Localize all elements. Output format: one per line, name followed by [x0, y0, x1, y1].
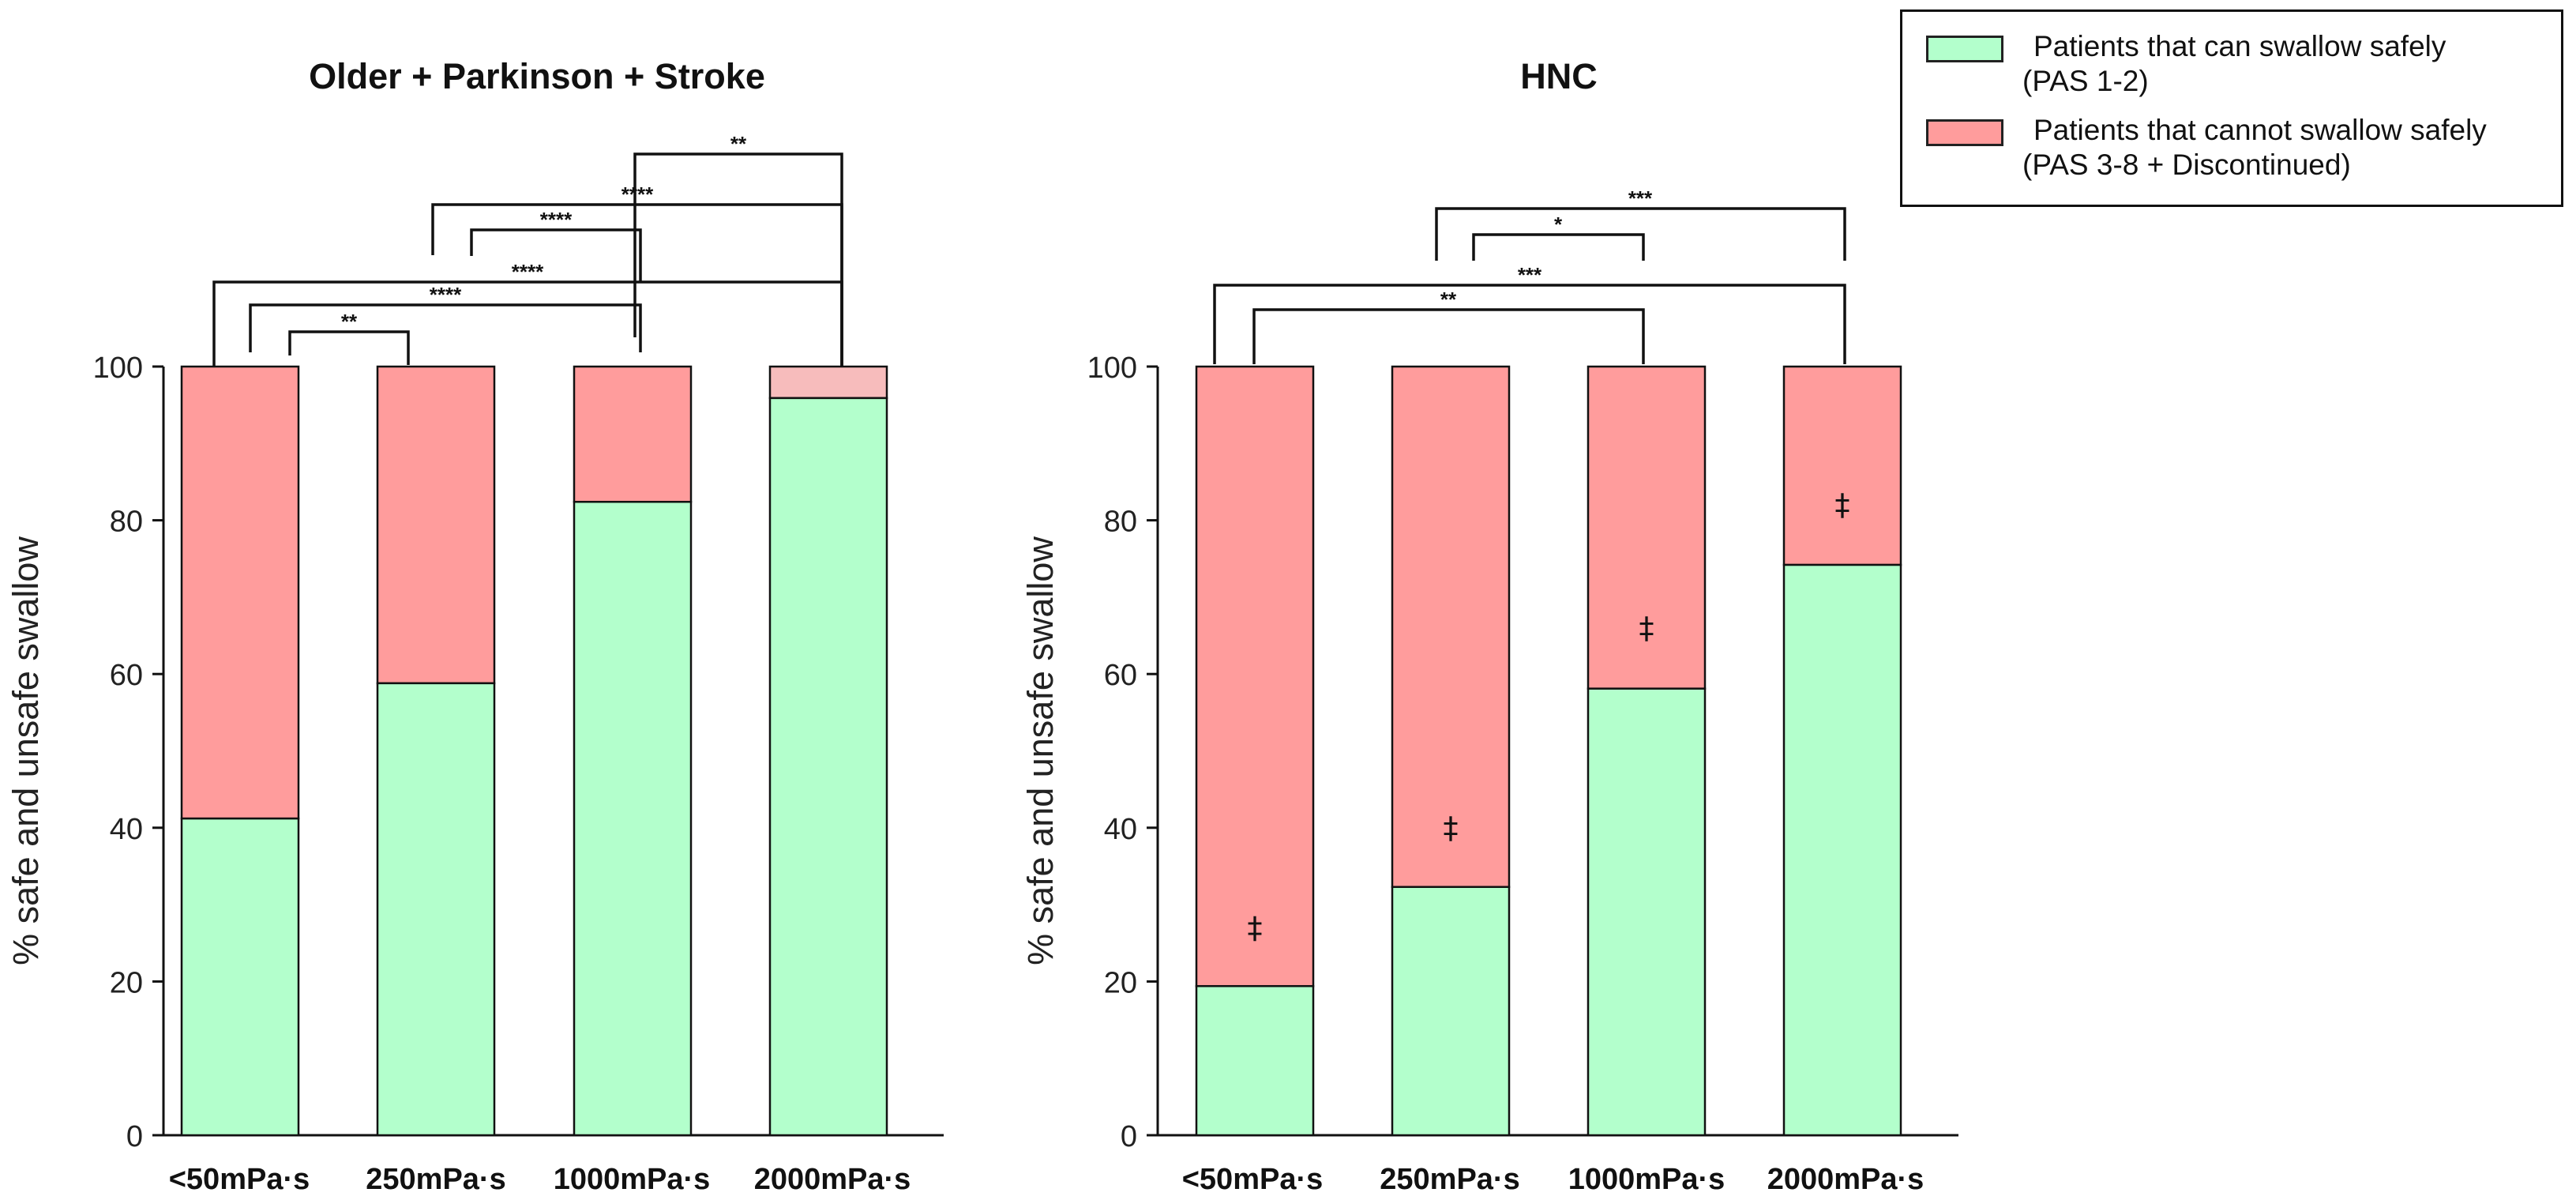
x-tick-label: 250mPa·s: [1380, 1163, 1519, 1196]
y-axis-label: % safe and unsafe swallow: [6, 536, 46, 965]
significance-bracket: [212, 280, 843, 366]
bar-unsafe: [180, 365, 300, 820]
legend: Patients that can swallow safely (PAS 1-…: [1900, 9, 2563, 207]
chart-title: HNC: [1520, 56, 1598, 96]
significance-label: ***: [1518, 263, 1542, 287]
significance-label: ***: [1628, 186, 1653, 210]
y-tick-label: 20: [1104, 966, 1137, 999]
significance-bracket: [1435, 207, 1846, 261]
bar-marker: ‡: [1639, 611, 1654, 645]
x-tick-label: 2000mPa·s: [1767, 1163, 1924, 1196]
y-tick-label: 20: [110, 966, 143, 999]
legend-swatch-safe: [1926, 36, 2003, 62]
bar-safe: [180, 817, 300, 1137]
y-tick-label: 40: [1104, 813, 1137, 846]
legend-sublabel-safe: (PAS 1-2): [2022, 65, 2149, 97]
x-tick-label: <50mPa·s: [169, 1163, 310, 1196]
significance-label: **: [1440, 288, 1457, 311]
bar-safe: [1587, 687, 1707, 1137]
bar-unsafe: [573, 365, 693, 503]
x-tick-label: 1000mPa·s: [554, 1163, 711, 1196]
legend-label-safe: Patients that can swallow safely: [2033, 30, 2446, 62]
significance-label: ****: [621, 182, 654, 206]
bar-unsafe: [1391, 365, 1511, 888]
legend-item-unsafe: Patients that cannot swallow safely (PAS…: [1926, 113, 2487, 182]
bar-marker: ‡: [1444, 811, 1459, 845]
bar-safe: [1391, 886, 1511, 1137]
bar-safe: [376, 682, 496, 1137]
bar-unsafe: [376, 365, 496, 685]
y-tick-label: 0: [1121, 1120, 1137, 1153]
legend-label-unsafe: Patients that cannot swallow safely: [2033, 114, 2487, 146]
chart-panel-older-parkinson-stroke: Older + Parkinson + Stroke % safe and uns…: [6, 56, 944, 1196]
bar-unsafe: [1587, 365, 1707, 690]
significance-label: ****: [540, 208, 573, 231]
x-tick-label: 250mPa·s: [366, 1163, 505, 1196]
bar-marker: ‡: [1835, 487, 1850, 522]
y-tick-label: 0: [126, 1120, 143, 1153]
bar-unsafe: [1195, 365, 1315, 987]
y-axis-label: % safe and unsafe swallow: [1020, 536, 1061, 965]
significance-bracket: [1252, 308, 1645, 364]
significance-label: *: [1554, 213, 1563, 236]
legend-swatch-unsafe: [1926, 119, 2003, 146]
chart-title: Older + Parkinson + Stroke: [309, 56, 765, 96]
significance-bracket: [1213, 284, 1846, 364]
significance-label: **: [341, 310, 358, 333]
y-tick-label: 40: [110, 813, 143, 846]
y-tick-label: 100: [93, 352, 143, 385]
significance-label: **: [730, 132, 747, 156]
x-tick-label: 2000mPa·s: [754, 1163, 911, 1196]
legend-item-safe: Patients that can swallow safely (PAS 1-…: [1926, 29, 2446, 99]
x-tick-label: <50mPa·s: [1182, 1163, 1324, 1196]
significance-bracket: [288, 330, 410, 365]
significance-bracket: [470, 228, 642, 283]
bar-safe: [573, 500, 693, 1137]
y-tick-label: 80: [110, 506, 143, 539]
significance-label: ****: [430, 283, 462, 307]
y-tick-label: 60: [1104, 659, 1137, 692]
significance-bracket: [249, 303, 642, 352]
bar-marker: ‡: [1248, 910, 1263, 945]
bar-safe: [1782, 563, 1902, 1137]
bar-safe: [768, 397, 888, 1137]
y-tick-label: 100: [1087, 352, 1137, 385]
x-tick-label: 1000mPa·s: [1568, 1163, 1725, 1196]
significance-label: ****: [512, 260, 544, 284]
significance-bracket: [1472, 233, 1645, 261]
chart-panel-hnc: HNC % safe and unsafe swallow 0 20 40 60 80 100…: [1020, 56, 1958, 1196]
y-tick-label: 80: [1104, 506, 1137, 539]
bar-unsafe: [1782, 365, 1902, 566]
significance-bracket: [633, 152, 843, 367]
bar-safe: [1195, 984, 1315, 1137]
legend-sublabel-unsafe: (PAS 3-8 + Discontinued): [2022, 149, 2351, 181]
bar-unsafe: [768, 365, 888, 400]
y-tick-label: 60: [110, 659, 143, 692]
